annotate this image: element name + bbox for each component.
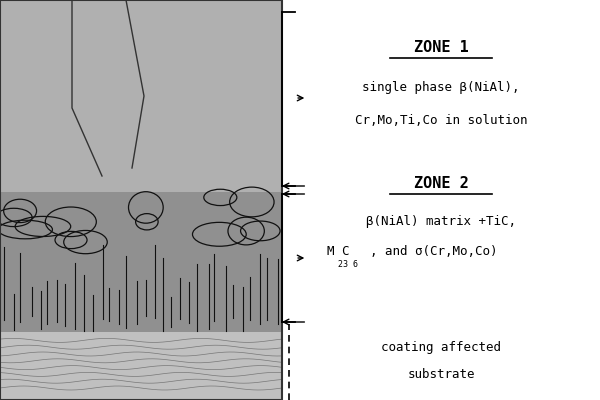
Text: single phase β(NiAl),: single phase β(NiAl), bbox=[362, 82, 520, 94]
Bar bbox=[0, 0, 282, 400]
Bar bbox=[0, 332, 282, 400]
Text: M C: M C bbox=[327, 245, 349, 258]
Bar bbox=[0, 0, 282, 192]
Text: substrate: substrate bbox=[407, 368, 475, 380]
Text: ZONE 2: ZONE 2 bbox=[413, 176, 469, 192]
Bar bbox=[0, 192, 282, 332]
Text: 23 6: 23 6 bbox=[338, 260, 358, 269]
Text: β(NiAl) matrix +TiC,: β(NiAl) matrix +TiC, bbox=[366, 216, 516, 228]
Text: ZONE 1: ZONE 1 bbox=[413, 40, 469, 56]
Text: Cr,Mo,Ti,Co in solution: Cr,Mo,Ti,Co in solution bbox=[355, 114, 527, 126]
Text: coating affected: coating affected bbox=[381, 342, 501, 354]
Text: , and σ(Cr,Mo,Co): , and σ(Cr,Mo,Co) bbox=[370, 245, 498, 258]
